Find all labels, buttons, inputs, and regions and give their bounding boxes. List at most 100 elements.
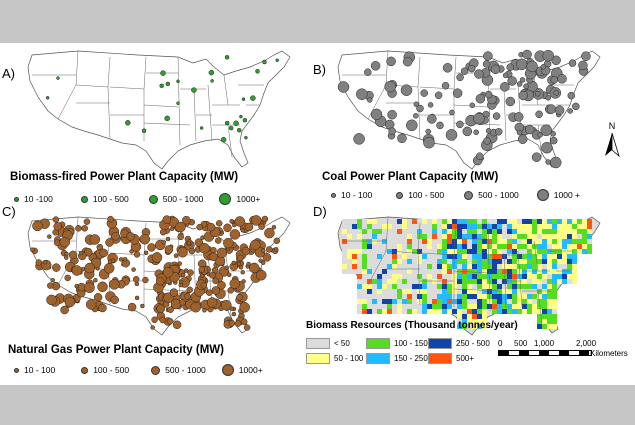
resource-cell bbox=[552, 314, 557, 319]
resource-cell bbox=[587, 239, 592, 244]
resource-cell bbox=[532, 224, 537, 229]
resource-cell bbox=[432, 289, 437, 294]
resource-cell bbox=[477, 224, 482, 229]
plant-marker bbox=[150, 325, 155, 330]
resource-cell bbox=[542, 239, 547, 244]
resource-cell bbox=[452, 274, 457, 279]
resource-cell bbox=[537, 294, 542, 299]
plant-marker bbox=[84, 282, 95, 293]
resource-cell bbox=[442, 284, 447, 289]
resource-cell bbox=[482, 229, 487, 234]
state-boundary bbox=[177, 56, 181, 146]
legend-marker bbox=[14, 196, 19, 202]
resource-cell bbox=[397, 259, 402, 264]
resource-cell bbox=[497, 239, 502, 244]
resource-cell bbox=[342, 254, 347, 259]
plant-marker bbox=[151, 252, 163, 263]
resource-cell bbox=[482, 219, 487, 224]
resource-cell bbox=[527, 269, 532, 274]
resource-cell bbox=[587, 234, 592, 239]
resource-cell bbox=[537, 304, 542, 309]
plant-marker bbox=[506, 63, 514, 71]
resource-cell bbox=[467, 249, 472, 254]
resource-cell bbox=[392, 284, 397, 289]
resource-cell bbox=[497, 249, 502, 254]
plant-marker bbox=[531, 152, 542, 162]
plant-marker bbox=[177, 261, 182, 266]
plant-marker bbox=[494, 128, 503, 136]
resource-cell bbox=[512, 259, 517, 264]
resource-cell bbox=[362, 229, 367, 234]
resource-cell bbox=[472, 234, 477, 239]
plant-marker bbox=[545, 159, 551, 165]
resource-cell bbox=[357, 269, 362, 274]
resource-cell bbox=[552, 239, 557, 244]
plant-marker bbox=[165, 236, 171, 242]
resource-cell bbox=[457, 234, 462, 239]
resource-cell bbox=[397, 249, 402, 254]
resource-cell bbox=[537, 284, 542, 289]
legend-a-item-1: 10 -100 bbox=[14, 194, 53, 204]
resource-cell bbox=[357, 259, 362, 264]
plant-marker bbox=[211, 286, 221, 295]
resource-cell bbox=[462, 239, 467, 244]
resource-cell bbox=[517, 284, 522, 289]
resource-cell bbox=[522, 304, 527, 309]
resource-cell bbox=[487, 249, 492, 254]
resource-cell bbox=[457, 229, 462, 234]
resource-cell bbox=[502, 249, 507, 254]
resource-cell bbox=[397, 254, 402, 259]
resource-cell bbox=[352, 264, 357, 269]
resource-cell bbox=[402, 234, 407, 239]
resource-cell bbox=[552, 319, 557, 324]
resource-cell bbox=[422, 269, 427, 274]
resource-cell bbox=[467, 259, 472, 264]
resource-cell bbox=[537, 229, 542, 234]
resource-cell bbox=[387, 289, 392, 294]
resource-cell bbox=[402, 229, 407, 234]
resource-cell bbox=[532, 269, 537, 274]
resource-cell bbox=[442, 274, 447, 279]
resource-cell bbox=[397, 279, 402, 284]
resource-cell bbox=[352, 269, 357, 274]
resource-cell bbox=[362, 254, 367, 259]
resource-cell bbox=[472, 249, 477, 254]
resource-cell bbox=[452, 234, 457, 239]
plant-marker bbox=[546, 104, 557, 114]
resource-cell bbox=[542, 319, 547, 324]
resource-cell bbox=[527, 274, 532, 279]
plant-marker bbox=[232, 222, 237, 228]
plant-marker bbox=[177, 246, 188, 258]
resource-cell bbox=[442, 219, 447, 224]
resource-cell bbox=[492, 229, 497, 234]
resource-cell bbox=[452, 254, 457, 259]
resource-cell bbox=[507, 309, 512, 314]
resource-cell bbox=[402, 279, 407, 284]
plant-marker bbox=[522, 49, 532, 60]
resource-cell bbox=[492, 269, 497, 274]
plant-marker bbox=[413, 113, 419, 119]
resource-cell bbox=[452, 264, 457, 269]
resource-cell bbox=[377, 264, 382, 269]
resource-cell bbox=[422, 224, 427, 229]
resource-cell bbox=[517, 289, 522, 294]
resource-cell bbox=[492, 304, 497, 309]
plant-marker bbox=[68, 250, 78, 260]
panel-a-legend: 10 -100 100 - 500 500 - 1000 1000+ bbox=[14, 193, 270, 205]
resource-cell bbox=[377, 259, 382, 264]
resource-cell bbox=[417, 299, 422, 304]
resource-cell bbox=[577, 224, 582, 229]
resource-cell bbox=[427, 299, 432, 304]
plant-marker bbox=[231, 260, 237, 266]
resource-cell bbox=[362, 249, 367, 254]
resource-cell bbox=[522, 229, 527, 234]
resource-cell bbox=[562, 269, 567, 274]
resource-cell bbox=[442, 224, 447, 229]
state-boundary bbox=[143, 122, 191, 126]
resource-cell bbox=[372, 264, 377, 269]
plant-marker bbox=[262, 59, 267, 65]
legend-b-item-2: 100 - 500 bbox=[396, 190, 444, 200]
plant-marker bbox=[242, 117, 248, 123]
resource-cell bbox=[372, 234, 377, 239]
plant-marker bbox=[159, 228, 167, 236]
